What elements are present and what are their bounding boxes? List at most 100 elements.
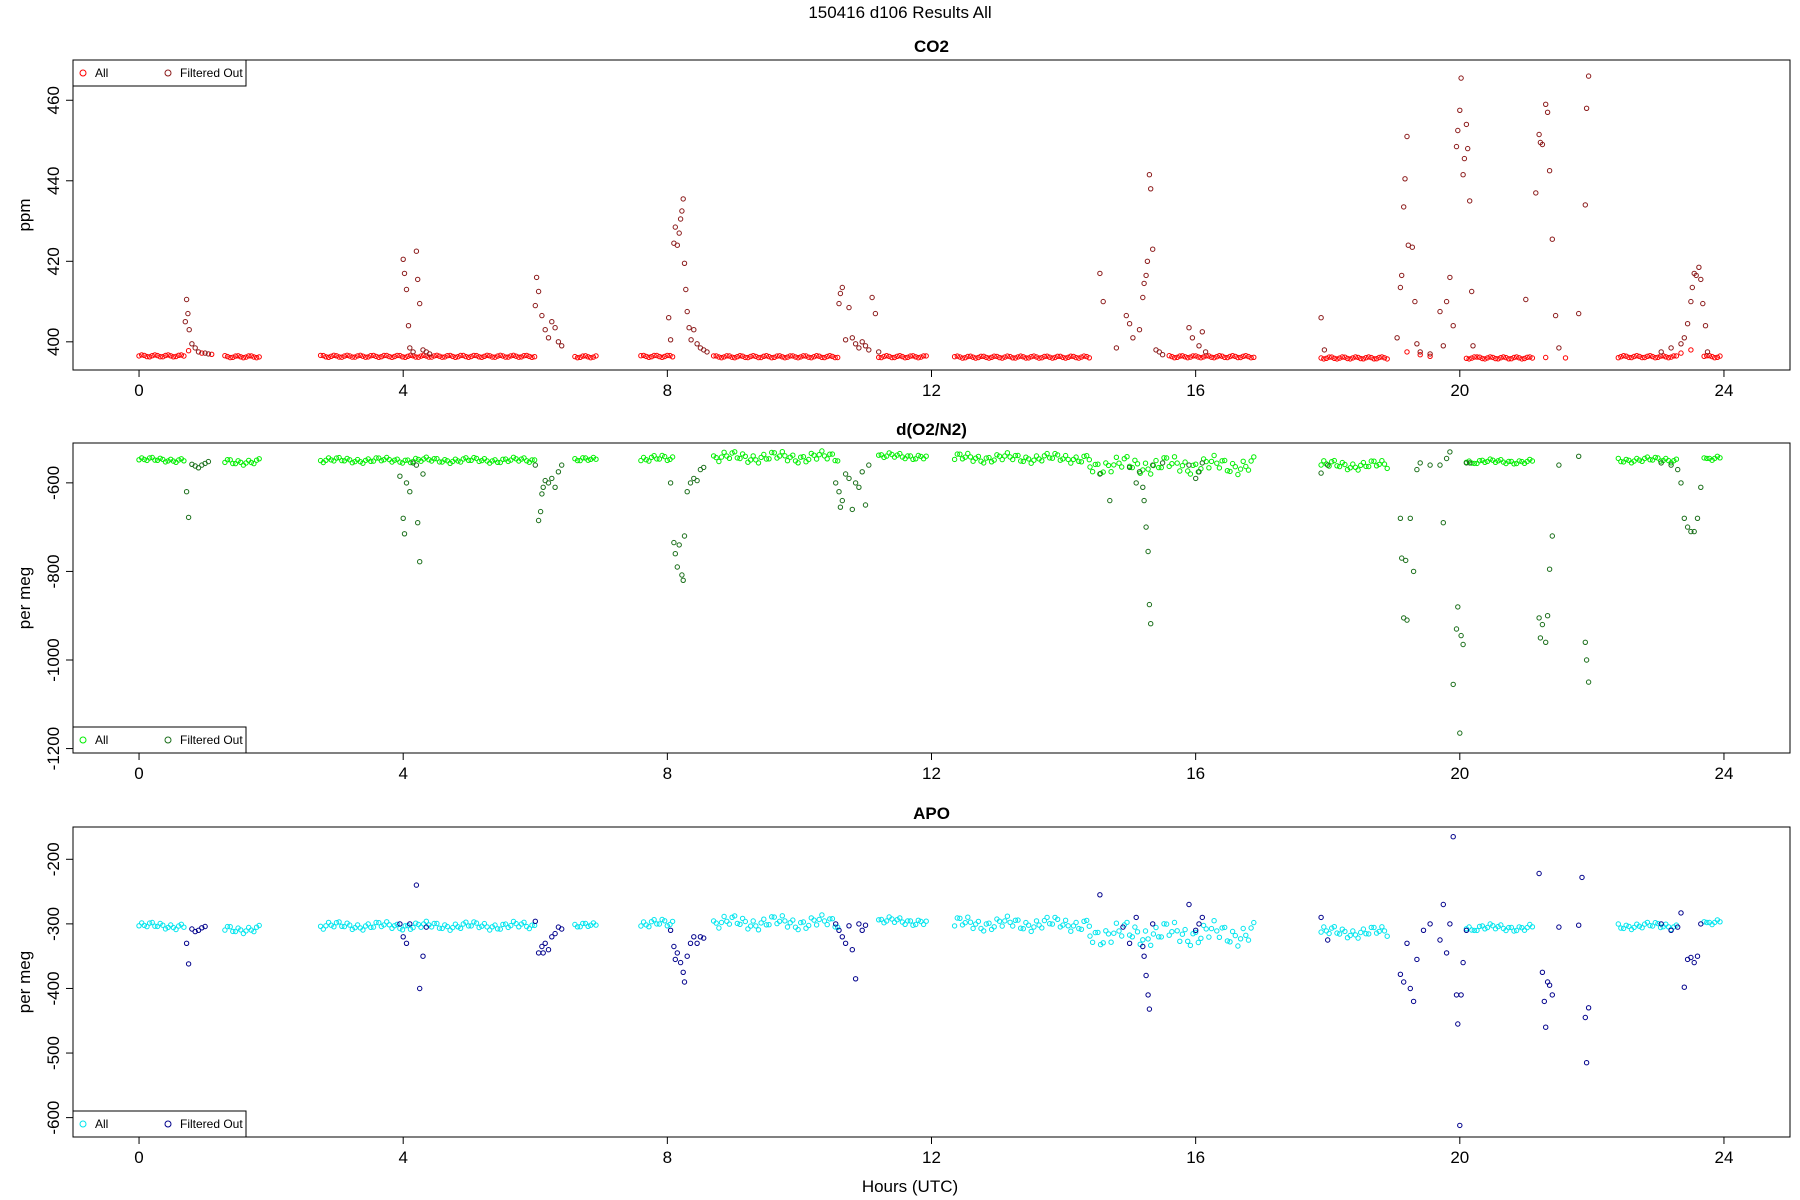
data-point-all — [1057, 353, 1064, 359]
data-point-filtered — [1543, 639, 1549, 645]
data-point-all — [1039, 355, 1045, 361]
data-point-all — [994, 353, 1000, 360]
data-point-all — [1474, 354, 1480, 360]
data-point-all — [1647, 457, 1653, 463]
data-point-all — [1150, 931, 1157, 937]
data-point-all — [886, 353, 892, 360]
legend-box — [72, 1110, 247, 1138]
data-point-filtered — [836, 927, 842, 933]
data-point-filtered — [856, 921, 862, 927]
data-point-all — [1163, 455, 1170, 461]
data-point-all — [713, 454, 719, 461]
data-point-all — [1018, 925, 1024, 931]
data-point-filtered — [1189, 335, 1196, 341]
data-point-all — [983, 455, 989, 461]
data-point-all — [1002, 453, 1008, 459]
data-point-filtered — [400, 256, 406, 262]
data-point-filtered — [415, 520, 421, 526]
data-point-filtered — [192, 928, 198, 935]
data-point-all — [659, 916, 665, 923]
data-point-all — [413, 455, 419, 462]
data-point-all — [667, 352, 673, 359]
data-point-filtered — [1688, 298, 1694, 305]
data-point-all — [1384, 356, 1390, 362]
data-point-all — [1129, 934, 1136, 940]
data-point-all — [341, 923, 348, 930]
data-point-all — [1366, 463, 1372, 470]
data-point-all — [235, 353, 241, 359]
x-tick-label: 12 — [922, 381, 941, 400]
data-point-all — [1368, 354, 1375, 361]
data-point-all — [798, 354, 804, 360]
data-point-all — [724, 353, 730, 359]
data-point-all — [1065, 923, 1071, 929]
data-point-all — [344, 352, 350, 358]
data-point-filtered — [403, 286, 410, 293]
data-point-filtered — [680, 196, 686, 202]
data-point-all — [1119, 464, 1125, 470]
data-point-filtered — [680, 577, 686, 583]
data-point-all — [821, 453, 828, 459]
data-point-all — [494, 353, 501, 359]
data-point-all — [341, 353, 348, 359]
data-point-all — [755, 354, 762, 361]
data-point-filtered — [1447, 449, 1453, 455]
data-point-filtered — [1443, 950, 1450, 956]
data-point-all — [1379, 458, 1385, 464]
data-point-all — [790, 452, 796, 458]
data-point-all — [996, 453, 1003, 459]
data-point-filtered — [856, 484, 862, 490]
data-point-all — [1373, 463, 1380, 469]
data-point-all — [1097, 470, 1104, 477]
data-point-all — [1482, 356, 1488, 362]
data-point-all — [1177, 468, 1183, 474]
data-point-all — [199, 350, 205, 356]
data-point-all — [1347, 356, 1353, 362]
data-point-all — [146, 920, 153, 926]
plot-frame — [72, 826, 1791, 1138]
legend-marker-filtered — [164, 69, 172, 77]
data-point-filtered — [555, 469, 562, 475]
data-point-filtered — [866, 462, 872, 468]
data-point-all — [479, 354, 485, 360]
data-point-all — [1087, 933, 1093, 939]
y-tick-label: 400 — [44, 328, 63, 356]
data-point-all — [646, 924, 652, 930]
data-point-all — [918, 354, 924, 360]
data-point-filtered — [183, 296, 190, 303]
data-point-all — [1657, 924, 1664, 931]
data-point-all — [643, 457, 649, 463]
data-point-all — [951, 923, 958, 929]
data-point-all — [1615, 455, 1622, 462]
data-point-all — [381, 922, 387, 928]
data-point-filtered — [691, 327, 697, 333]
data-point-all — [339, 354, 345, 360]
data-point-all — [1182, 459, 1188, 465]
data-point-all — [442, 457, 448, 463]
data-point-all — [397, 352, 403, 359]
data-point-all — [1243, 463, 1249, 470]
data-point-all — [344, 455, 350, 462]
data-point-all — [399, 460, 406, 466]
data-point-filtered — [1148, 186, 1154, 192]
data-point-all — [323, 923, 329, 929]
data-point-all — [402, 923, 408, 929]
data-point-all — [1358, 462, 1364, 468]
data-point-all — [1004, 913, 1011, 919]
data-point-all — [894, 353, 900, 359]
data-point-all — [1368, 458, 1375, 464]
data-point-all — [1331, 924, 1338, 930]
data-point-all — [1060, 354, 1066, 361]
data-point-all — [1031, 457, 1037, 463]
data-point-all — [1487, 456, 1493, 462]
data-point-filtered — [1447, 921, 1453, 927]
data-point-filtered — [545, 947, 552, 953]
data-point-all — [360, 927, 366, 933]
data-point-all — [457, 459, 464, 465]
data-point-filtered — [1457, 107, 1463, 114]
data-point-all — [1198, 935, 1204, 941]
data-point-filtered — [691, 934, 697, 940]
data-point-all — [1655, 920, 1661, 927]
data-point-filtered — [1684, 524, 1691, 530]
data-point-filtered — [186, 327, 192, 333]
